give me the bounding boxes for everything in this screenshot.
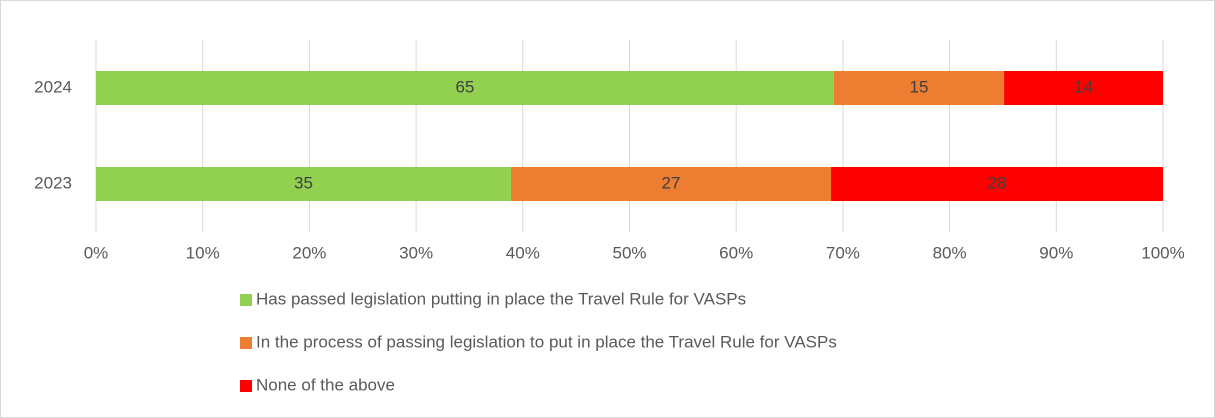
y-tick-label: 2023 <box>34 173 72 192</box>
data-label: 27 <box>662 173 681 192</box>
x-tick-label: 80% <box>933 243 967 262</box>
x-tick-label: 0% <box>84 243 109 262</box>
bar-segment <box>96 167 511 201</box>
bar-segment <box>831 167 1163 201</box>
bar-segment <box>833 71 1005 105</box>
bar-segment <box>510 167 832 201</box>
data-label: 15 <box>909 77 928 96</box>
data-label: 14 <box>1074 77 1093 96</box>
legend-label: Has passed legislation putting in place … <box>256 289 746 308</box>
data-label: 28 <box>988 173 1007 192</box>
x-tick-label: 20% <box>292 243 326 262</box>
x-tick-label: 50% <box>612 243 646 262</box>
data-label: 35 <box>294 173 313 192</box>
x-tick-label: 60% <box>719 243 753 262</box>
legend-swatch <box>240 380 252 392</box>
data-label: 65 <box>455 77 474 96</box>
legend-swatch <box>240 337 252 349</box>
y-tick-label: 2024 <box>34 77 72 96</box>
bar-segment <box>96 71 834 105</box>
x-tick-label: 100% <box>1141 243 1184 262</box>
x-tick-label: 10% <box>186 243 220 262</box>
x-tick-label: 30% <box>399 243 433 262</box>
bar-segment <box>1004 71 1163 105</box>
x-tick-label: 40% <box>506 243 540 262</box>
legend-swatch <box>240 294 252 306</box>
legend-label: None of the above <box>256 375 395 394</box>
x-tick-label: 90% <box>1039 243 1073 262</box>
x-tick-label: 70% <box>826 243 860 262</box>
legend-label: In the process of passing legislation to… <box>256 332 837 351</box>
